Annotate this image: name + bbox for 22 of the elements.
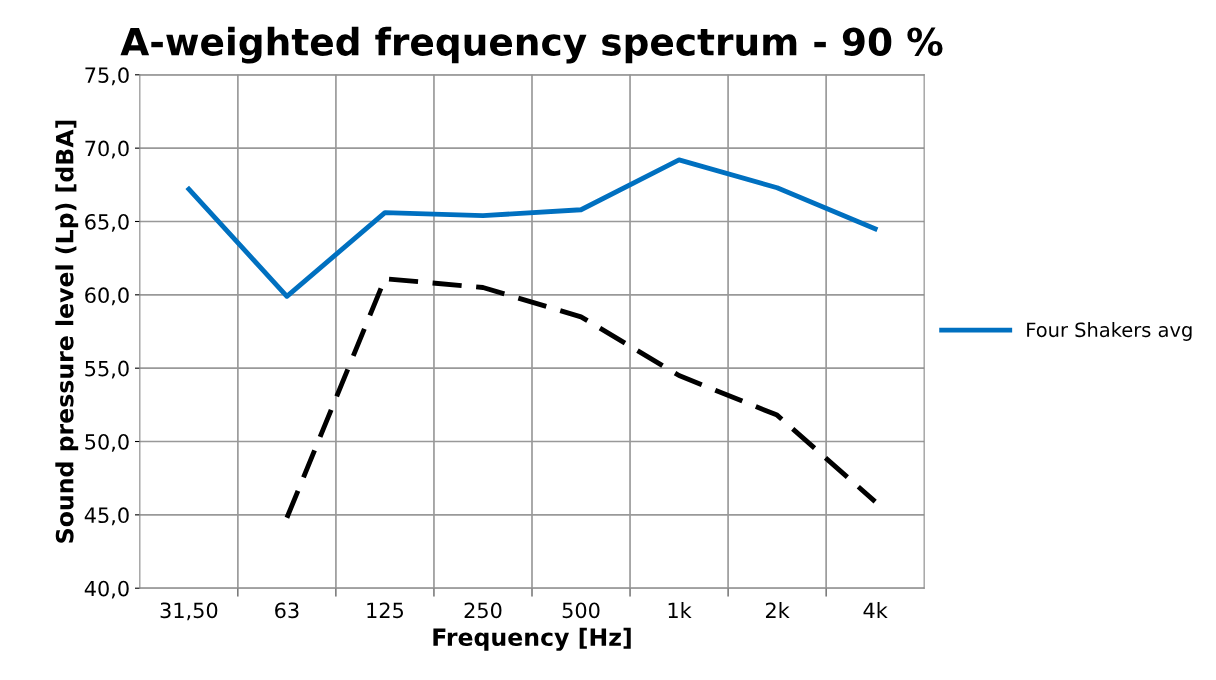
x-tick-label: 250 <box>464 602 502 619</box>
x-tick-label: 63 <box>275 602 299 619</box>
y-tick-label: 60,0 <box>85 287 129 306</box>
y-tick-label: 45,0 <box>84 507 129 526</box>
y-tick-label: 70,0 <box>85 140 129 159</box>
line-series <box>186 157 878 299</box>
chart-title: A-weighted frequency spectrum - 90 % <box>120 26 943 64</box>
y-tick-label: 40,0 <box>84 580 129 599</box>
x-tick-label: 2k <box>765 602 790 618</box>
y-tick-label: 55,0 <box>85 360 129 379</box>
legend-label: Four Shakers avg <box>1027 322 1192 341</box>
line-series <box>284 276 878 521</box>
x-tick-label: 4k <box>863 602 888 618</box>
y-tick-label: 75,0 <box>85 67 129 86</box>
y-tick-label: 65,0 <box>85 213 129 232</box>
y-tick-label: 50,0 <box>85 433 129 452</box>
x-tick-label: 31,50 <box>160 602 218 621</box>
y-axis-title: Sound pressure level (Lp) [dBA] <box>55 120 79 543</box>
x-tick-label: 125 <box>367 602 403 619</box>
x-tick-label: 1k <box>668 602 692 618</box>
x-tick-label: 500 <box>562 602 600 619</box>
x-axis-title: Frequency [Hz] <box>433 627 631 651</box>
